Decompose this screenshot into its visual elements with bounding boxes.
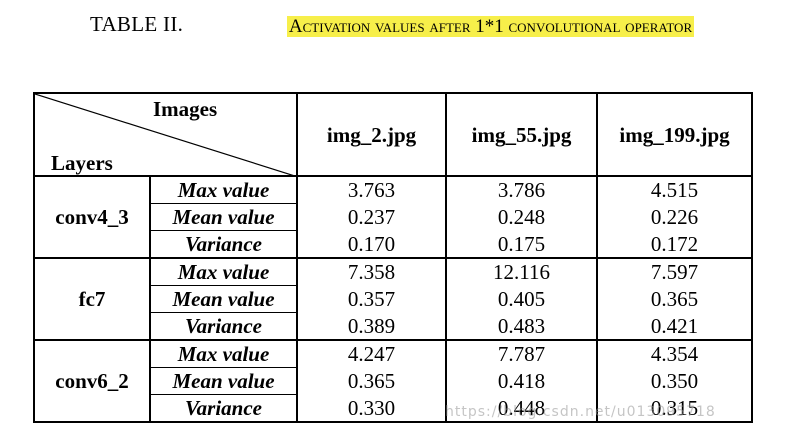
table-row: conv4_3 Max value 3.763 3.786 4.515 <box>33 175 753 259</box>
value-cell: 0.175 <box>445 230 598 259</box>
table-row: Mean value 0.237 0.248 0.226 <box>34 203 753 231</box>
value-cell: 0.330 <box>296 394 447 423</box>
value-cell: 7.597 <box>596 257 753 286</box>
metric-name: Mean value <box>149 285 298 313</box>
table-row: conv6_2 Max value 4.247 7.787 4.354 <box>33 339 753 423</box>
value-cell: 4.247 <box>296 339 447 368</box>
metric-name: Mean value <box>149 367 298 395</box>
table-row: Variance 0.389 0.483 0.421 <box>34 312 753 341</box>
value-cell: 3.786 <box>445 175 598 204</box>
activation-table: Images Layers img_2.jpg img_55.jpg img_1… <box>33 92 753 423</box>
watermark: https://blog.csdn.net/u013095718 <box>445 404 716 420</box>
column-header: img_2.jpg <box>296 92 447 177</box>
layers-header: Layers <box>51 151 113 175</box>
value-cell: 0.418 <box>445 367 598 395</box>
table-title: Activation values after 1*1 convolutiona… <box>248 14 733 40</box>
value-cell: 0.405 <box>445 285 598 313</box>
value-cell: 12.116 <box>445 257 598 286</box>
metric-name: Variance <box>149 312 298 341</box>
value-cell: 0.483 <box>445 312 598 341</box>
value-cell: 0.237 <box>296 203 447 231</box>
value-cell: 0.365 <box>596 285 753 313</box>
column-header: img_55.jpg <box>445 92 598 177</box>
value-cell: 7.358 <box>296 257 447 286</box>
corner-header-cell: Images Layers <box>33 92 298 177</box>
value-cell: 0.170 <box>296 230 447 259</box>
metric-name: Mean value <box>149 203 298 231</box>
layer-name: conv6_2 <box>33 339 151 423</box>
diagonal-divider <box>35 94 298 177</box>
value-cell: 0.172 <box>596 230 753 259</box>
table-row: fc7 Max value 7.358 12.116 7.597 <box>33 257 753 341</box>
value-cell: 0.315 <box>596 394 753 423</box>
metric-name: Max value <box>149 257 298 286</box>
images-header: Images <box>153 97 218 121</box>
value-cell: 0.448 <box>445 394 598 423</box>
header-row: Images Layers img_2.jpg img_55.jpg img_1… <box>33 92 753 177</box>
metric-name: Variance <box>149 394 298 423</box>
table-row: Mean value 0.357 0.405 0.365 <box>34 285 753 313</box>
value-cell: 4.354 <box>596 339 753 368</box>
column-header: img_199.jpg <box>596 92 753 177</box>
value-cell: 0.248 <box>445 203 598 231</box>
metric-name: Variance <box>149 230 298 259</box>
value-cell: 0.421 <box>596 312 753 341</box>
value-cell: 0.350 <box>596 367 753 395</box>
value-cell: 0.365 <box>296 367 447 395</box>
table-row: Variance 0.170 0.175 0.172 <box>34 230 753 259</box>
metric-name: Max value <box>149 175 298 204</box>
metric-name: Max value <box>149 339 298 368</box>
layer-name: conv4_3 <box>33 175 151 259</box>
value-cell: 0.389 <box>296 312 447 341</box>
table-label: TABLE II. <box>90 12 184 36</box>
value-cell: 3.763 <box>296 175 447 204</box>
value-cell: 0.357 <box>296 285 447 313</box>
value-cell: 4.515 <box>596 175 753 204</box>
layer-name: fc7 <box>33 257 151 341</box>
value-cell: 0.226 <box>596 203 753 231</box>
table-title-text: Activation values after 1*1 convolutiona… <box>286 16 695 37</box>
table-row: Variance 0.330 0.448 0.315 <box>34 394 753 423</box>
table-row: Mean value 0.365 0.418 0.350 <box>34 367 753 395</box>
value-cell: 7.787 <box>445 339 598 368</box>
